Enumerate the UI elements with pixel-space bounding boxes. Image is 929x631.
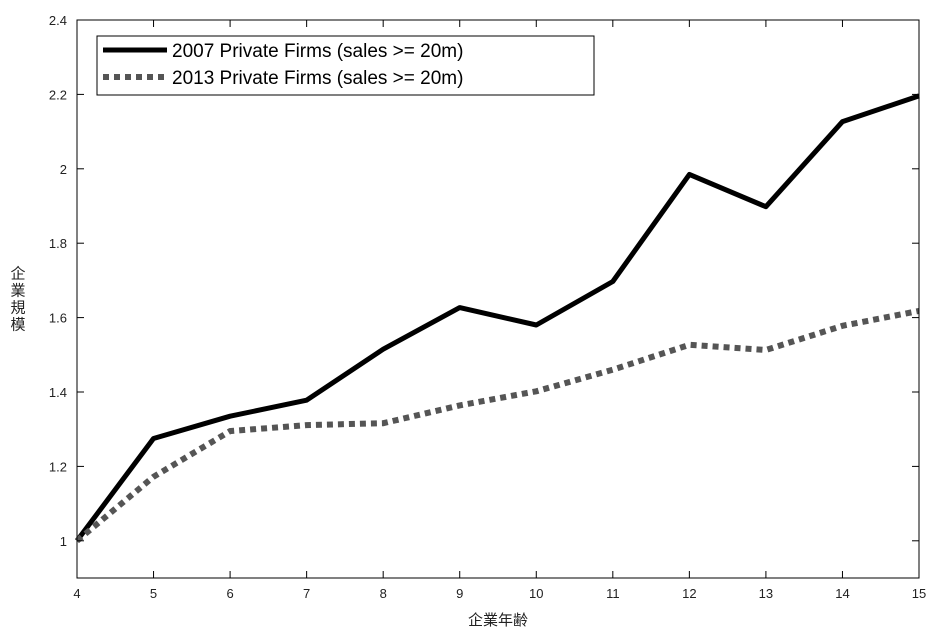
plot-background xyxy=(77,20,919,578)
y-tick-label: 1.2 xyxy=(49,459,67,474)
x-tick-label: 5 xyxy=(150,586,157,601)
x-tick-label: 4 xyxy=(73,586,80,601)
x-tick-label: 15 xyxy=(912,586,926,601)
x-tick-label: 9 xyxy=(456,586,463,601)
plot-frame xyxy=(76,19,920,579)
y-tick-labels: 1 1.2 1.4 1.6 1.8 2 2.2 2.4 xyxy=(49,13,67,549)
x-tick-label: 13 xyxy=(759,586,773,601)
y-tick-label: 1.8 xyxy=(49,236,67,251)
x-tick-label: 10 xyxy=(529,586,543,601)
x-tick-label: 11 xyxy=(606,586,620,601)
y-tick-label: 1.4 xyxy=(49,385,67,400)
x-tick-labels: 4 5 6 7 8 9 10 11 12 13 14 15 xyxy=(73,586,926,601)
y-tick-label: 2.4 xyxy=(49,13,67,28)
series-line-2007 xyxy=(74,93,920,543)
y-tick-label: 1 xyxy=(60,534,67,549)
y-tick-label: 2.2 xyxy=(49,87,67,102)
x-axis-title: 企業年齢 xyxy=(468,611,528,629)
series-layer xyxy=(74,93,920,544)
legend-label-2007: 2007 Private Firms (sales >= 20m) xyxy=(172,41,463,62)
series-line-2013 xyxy=(75,307,920,544)
legend-label-2013: 2013 Private Firms (sales >= 20m) xyxy=(172,68,463,89)
y-tick-label: 2 xyxy=(60,162,67,177)
y-axis-title: 企業規模 xyxy=(10,265,25,334)
tick-layer xyxy=(76,19,920,578)
legend: 2007 Private Firms (sales >= 20m) 2013 P… xyxy=(96,35,595,96)
x-tick-label: 7 xyxy=(303,586,310,601)
x-tick-label: 12 xyxy=(682,586,696,601)
x-tick-label: 14 xyxy=(835,586,849,601)
legend-box xyxy=(96,35,595,96)
y-tick-label: 1.6 xyxy=(49,311,67,326)
x-tick-label: 6 xyxy=(226,586,233,601)
x-tick-label: 8 xyxy=(380,586,387,601)
